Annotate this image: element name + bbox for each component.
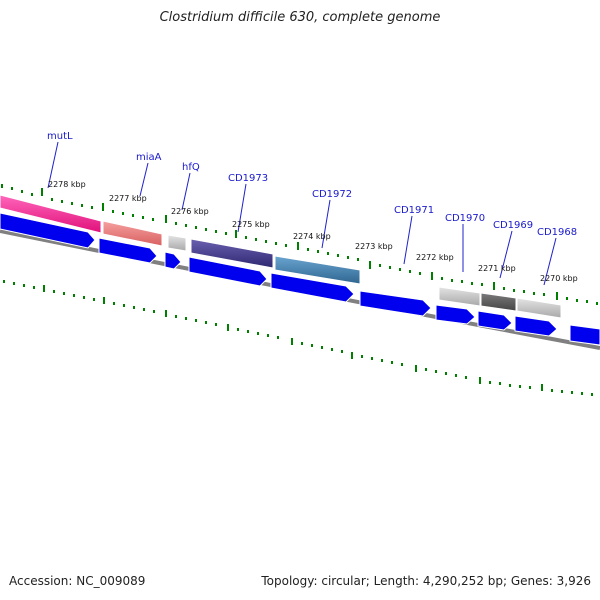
cds-arrow[interactable] (435, 304, 476, 325)
gene-label-CD1969[interactable]: CD1969 (493, 220, 533, 231)
cds-arrow[interactable] (164, 251, 182, 270)
cds-arrow[interactable] (188, 256, 268, 287)
gene-label-miaA[interactable]: miaA (136, 152, 162, 163)
gene-block-hfQ[interactable] (167, 234, 187, 252)
accession-text: Accession: NC_009089 (9, 574, 146, 588)
cds-arrow[interactable] (98, 237, 158, 264)
gene-block-CD1968[interactable] (516, 297, 562, 319)
tick-label: 2274 kbp (293, 232, 331, 241)
gene-block-miaA[interactable] (102, 220, 163, 247)
tick-label: 2278 kbp (48, 180, 86, 189)
gene-block-CD1973[interactable] (190, 238, 274, 269)
gene-label-CD1968[interactable]: CD1968 (537, 227, 577, 238)
tick-label: 2277 kbp (109, 194, 147, 203)
tick-label: 2275 kbp (232, 220, 270, 229)
label-leader-lines (47, 141, 557, 286)
gene-block-CD1969[interactable] (480, 292, 517, 312)
gene-block-mutL[interactable] (0, 194, 102, 234)
cds-arrow[interactable] (514, 315, 558, 337)
cds-arrow[interactable] (569, 324, 600, 346)
tick-label: 2276 kbp (171, 207, 209, 216)
gene-block-CD1970[interactable] (438, 286, 481, 307)
cds-arrow-row (0, 212, 600, 346)
outer-tick-ring (1, 184, 598, 305)
inner-tick-ring (3, 280, 593, 396)
outer-gene-row (0, 194, 562, 319)
cds-arrow[interactable] (270, 272, 355, 303)
map-title: Clostridium difficile 630, complete geno… (159, 10, 441, 25)
tick-label: 2270 kbp (540, 274, 578, 283)
cds-arrow[interactable] (359, 290, 432, 317)
gene-block-CD1972[interactable] (274, 255, 361, 285)
tick-label: 2272 kbp (416, 253, 454, 262)
gene-label-CD1973[interactable]: CD1973 (228, 173, 268, 184)
gene-label-CD1971[interactable]: CD1971 (394, 205, 434, 216)
gene-label-CD1970[interactable]: CD1970 (445, 213, 485, 224)
cds-arrow[interactable] (0, 212, 96, 249)
tick-label: 2273 kbp (355, 242, 393, 251)
cds-arrow[interactable] (477, 310, 513, 331)
tick-label: 2271 kbp (478, 264, 516, 273)
gene-label-mutL[interactable]: mutL (47, 131, 73, 142)
gene-label-CD1972[interactable]: CD1972 (312, 189, 352, 200)
gene-label-hfQ[interactable]: hfQ (182, 162, 200, 173)
topology-text: Topology: circular; Length: 4,290,252 bp… (261, 574, 591, 588)
